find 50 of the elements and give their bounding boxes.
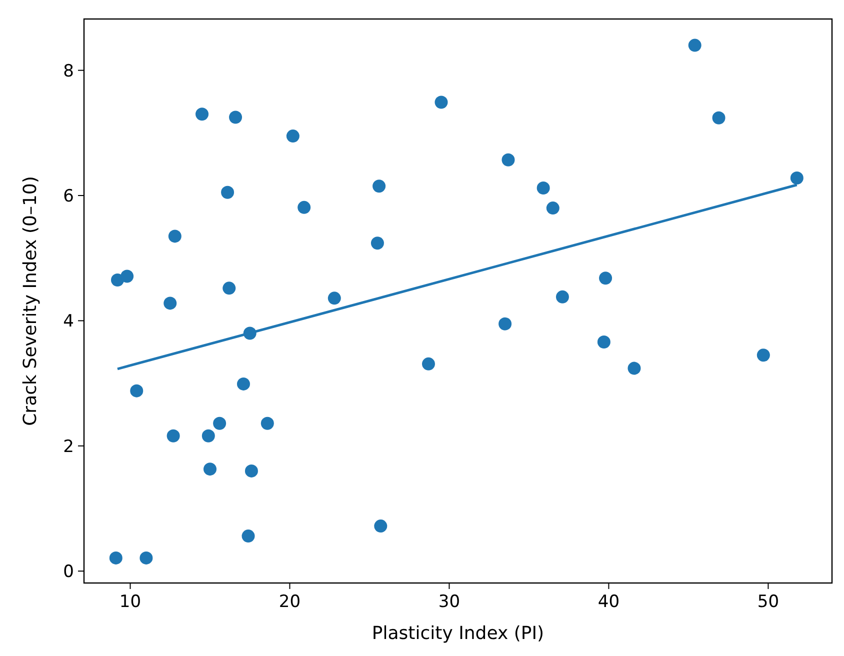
point (221, 186, 234, 199)
point (140, 551, 153, 564)
point (222, 282, 236, 295)
point (196, 108, 209, 121)
point (260, 416, 274, 430)
point (688, 38, 702, 52)
point (374, 520, 388, 533)
point (372, 180, 386, 193)
x-tick-label: 50 (757, 592, 780, 612)
point (597, 336, 610, 348)
point (298, 200, 311, 214)
point (236, 377, 250, 390)
y-tick-label: 6 (63, 186, 74, 206)
y-tick-label: 8 (63, 61, 74, 82)
point (790, 171, 804, 184)
point (109, 551, 122, 564)
point (328, 292, 341, 305)
y-axis-title: Crack Severity Index (0–10) (20, 176, 41, 426)
x-axis-title: Plasticity Index (PI) (372, 623, 544, 644)
point (286, 130, 300, 143)
x-tick-label: 20 (278, 592, 301, 612)
point (756, 348, 770, 362)
point (546, 202, 560, 215)
point (168, 230, 182, 243)
point (166, 429, 180, 442)
point (536, 182, 550, 195)
point (556, 290, 569, 304)
point (502, 153, 515, 166)
y-tick-label: 2 (63, 436, 74, 457)
x-tick-label: 10 (119, 592, 142, 612)
y-tick-label: 4 (63, 312, 74, 332)
point (120, 270, 134, 283)
point (244, 464, 258, 478)
point (130, 384, 144, 398)
point (242, 530, 255, 543)
point (498, 317, 512, 330)
point (628, 362, 641, 375)
point (434, 96, 448, 109)
y-tick-label: 0 (63, 562, 74, 582)
point (712, 111, 726, 124)
point (202, 429, 215, 442)
point (203, 462, 216, 476)
x-tick-label: 40 (598, 592, 620, 612)
point (229, 110, 242, 124)
point (164, 296, 177, 310)
point (213, 416, 226, 430)
point (599, 272, 612, 285)
point (422, 357, 435, 370)
x-tick-label: 30 (438, 592, 460, 612)
point (370, 236, 384, 250)
